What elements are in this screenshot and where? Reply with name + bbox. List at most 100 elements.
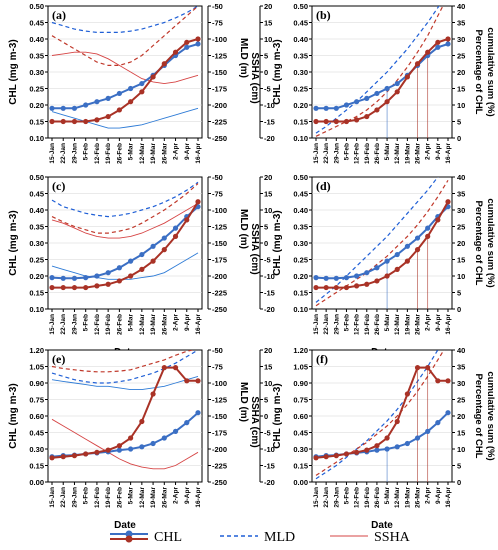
x-tick-label: 15-Jan (313, 314, 320, 335)
legend-item-chl: CHL (110, 530, 182, 545)
point-chl_red (161, 247, 167, 253)
point-chl_red (128, 99, 134, 105)
pct-tick-label: 25 (457, 52, 465, 61)
panel-f: 0.00 0.15 0.30 0.45 0.60 0.75 0.90 1.05 1.20 15-J… (272, 346, 496, 531)
y-tick-label: 0.90 (293, 379, 308, 388)
x-tick-label: 29-Jan (71, 143, 78, 164)
x-tick-label: 12-Feb (354, 487, 361, 508)
point-chl_red (184, 39, 190, 45)
x-tick-label: 2-Apr (425, 314, 432, 331)
point-chl_red (414, 247, 421, 253)
point-chl_red (313, 118, 319, 125)
point-chl_red (384, 435, 390, 441)
ssha-tick-label: 10 (264, 35, 272, 44)
point-chl_blue (150, 243, 156, 249)
x-tick-label: 26-Feb (374, 143, 381, 164)
x-tick-label: 19-Feb (105, 314, 112, 335)
mld-tick-label: -125 (212, 223, 227, 232)
point-chl_blue (116, 90, 122, 97)
x-tick-label: 29-Jan (333, 143, 340, 164)
y-tick-label: 0.20 (29, 272, 44, 281)
x-tick-label: 12-Mar (139, 143, 146, 164)
pct-tick-label: 15 (457, 256, 465, 265)
x-tick-label: 29-Jan (333, 487, 340, 508)
x-tick-label: 5-Mar (384, 487, 391, 505)
point-chl_red (94, 117, 100, 123)
point-chl_blue (323, 275, 329, 281)
mld-tick-label: -75 (212, 363, 223, 372)
y-tick-label: 0.25 (293, 256, 308, 265)
x-tick-label: 15-Jan (49, 487, 56, 508)
point-chl_red (150, 258, 156, 264)
point-chl_red (333, 284, 339, 291)
point-chl_blue (139, 444, 145, 450)
ssha-tick-label: -15 (264, 289, 275, 298)
x-tick-label: 2-Apr (173, 487, 180, 504)
point-chl_red (195, 36, 201, 42)
x-tick-label: 16-Apr (445, 143, 452, 164)
x-axis-title: Date (371, 520, 393, 531)
plot-area (49, 6, 201, 129)
x-tick-label: 26-Mar (415, 143, 422, 164)
point-chl_blue (128, 258, 134, 264)
point-chl_red (71, 284, 78, 291)
point-chl_red (425, 233, 431, 239)
y-tick-label: 0.20 (29, 101, 44, 110)
ssha-tick-label: -15 (264, 118, 275, 127)
series-ssha_red (51, 51, 199, 85)
y-tick-label: 0.35 (29, 223, 44, 232)
x-tick-label: 5-Mar (384, 143, 391, 161)
x-tick-label: 22-Jan (323, 143, 330, 164)
pct-axis-title-line2: cumulative sum (%) (485, 198, 496, 287)
x-tick-label: 12-Mar (394, 487, 401, 508)
point-chl_blue (323, 105, 329, 111)
mld-tick-label: -100 (212, 379, 227, 388)
ssha-axis-title: SSHA (cm) (249, 52, 260, 103)
point-chl_blue (195, 41, 201, 47)
point-chl_blue (343, 102, 350, 108)
pct-tick-label: 30 (457, 379, 465, 388)
pct-tick-label: 30 (457, 35, 465, 44)
point-chl_red (94, 449, 100, 455)
x-tick-label: 2-Apr (425, 143, 432, 160)
legend: CHL MLD SSHA (108, 525, 418, 545)
mld-axis-title: MLD (m) (238, 209, 249, 249)
x-tick-label: 12-Feb (94, 143, 101, 164)
point-chl_red (333, 453, 339, 459)
point-chl_blue (184, 44, 190, 50)
x-tick-label: 5-Feb (343, 143, 350, 160)
plot-area (49, 181, 201, 291)
ssha-tick-label: 10 (264, 379, 272, 388)
x-tick-label: 29-Jan (333, 314, 340, 335)
x-tick-label: 19-Feb (364, 143, 371, 164)
y-tick-label: 0.30 (293, 445, 308, 454)
series-cum_red (315, 179, 449, 307)
point-chl_red (150, 74, 156, 80)
point-chl_red (139, 418, 145, 425)
y-tick-label: 0.40 (29, 35, 44, 44)
x-tick-label: 2-Apr (173, 314, 180, 331)
point-chl_blue (71, 275, 78, 281)
pct-tick-label: 30 (457, 206, 465, 215)
series-ssha_red (51, 203, 199, 239)
series-ssha_blue (51, 375, 199, 391)
y-tick-label: 0.00 (29, 478, 44, 487)
x-tick-label: 16-Apr (445, 487, 452, 508)
x-tick-label: 5-Mar (128, 487, 135, 505)
mld-tick-label: -225 (212, 289, 227, 298)
point-chl_red (116, 107, 122, 113)
point-chl_blue (172, 428, 179, 434)
x-tick-label: 2-Apr (425, 487, 432, 504)
y-tick-label: 0.15 (29, 289, 44, 298)
point-chl_blue (116, 265, 122, 271)
point-chl_red (83, 118, 89, 125)
point-chl_blue (94, 273, 100, 279)
point-chl_red (374, 107, 380, 113)
point-chl_blue (435, 420, 441, 426)
x-tick-label: 5-Feb (343, 487, 350, 504)
ssha-tick-label: 15 (264, 190, 272, 199)
point-chl_red (425, 365, 431, 371)
point-chl_red (404, 74, 410, 80)
x-tick-label: 19-Mar (150, 487, 157, 508)
ssha-tick-label: 0 (264, 68, 268, 77)
